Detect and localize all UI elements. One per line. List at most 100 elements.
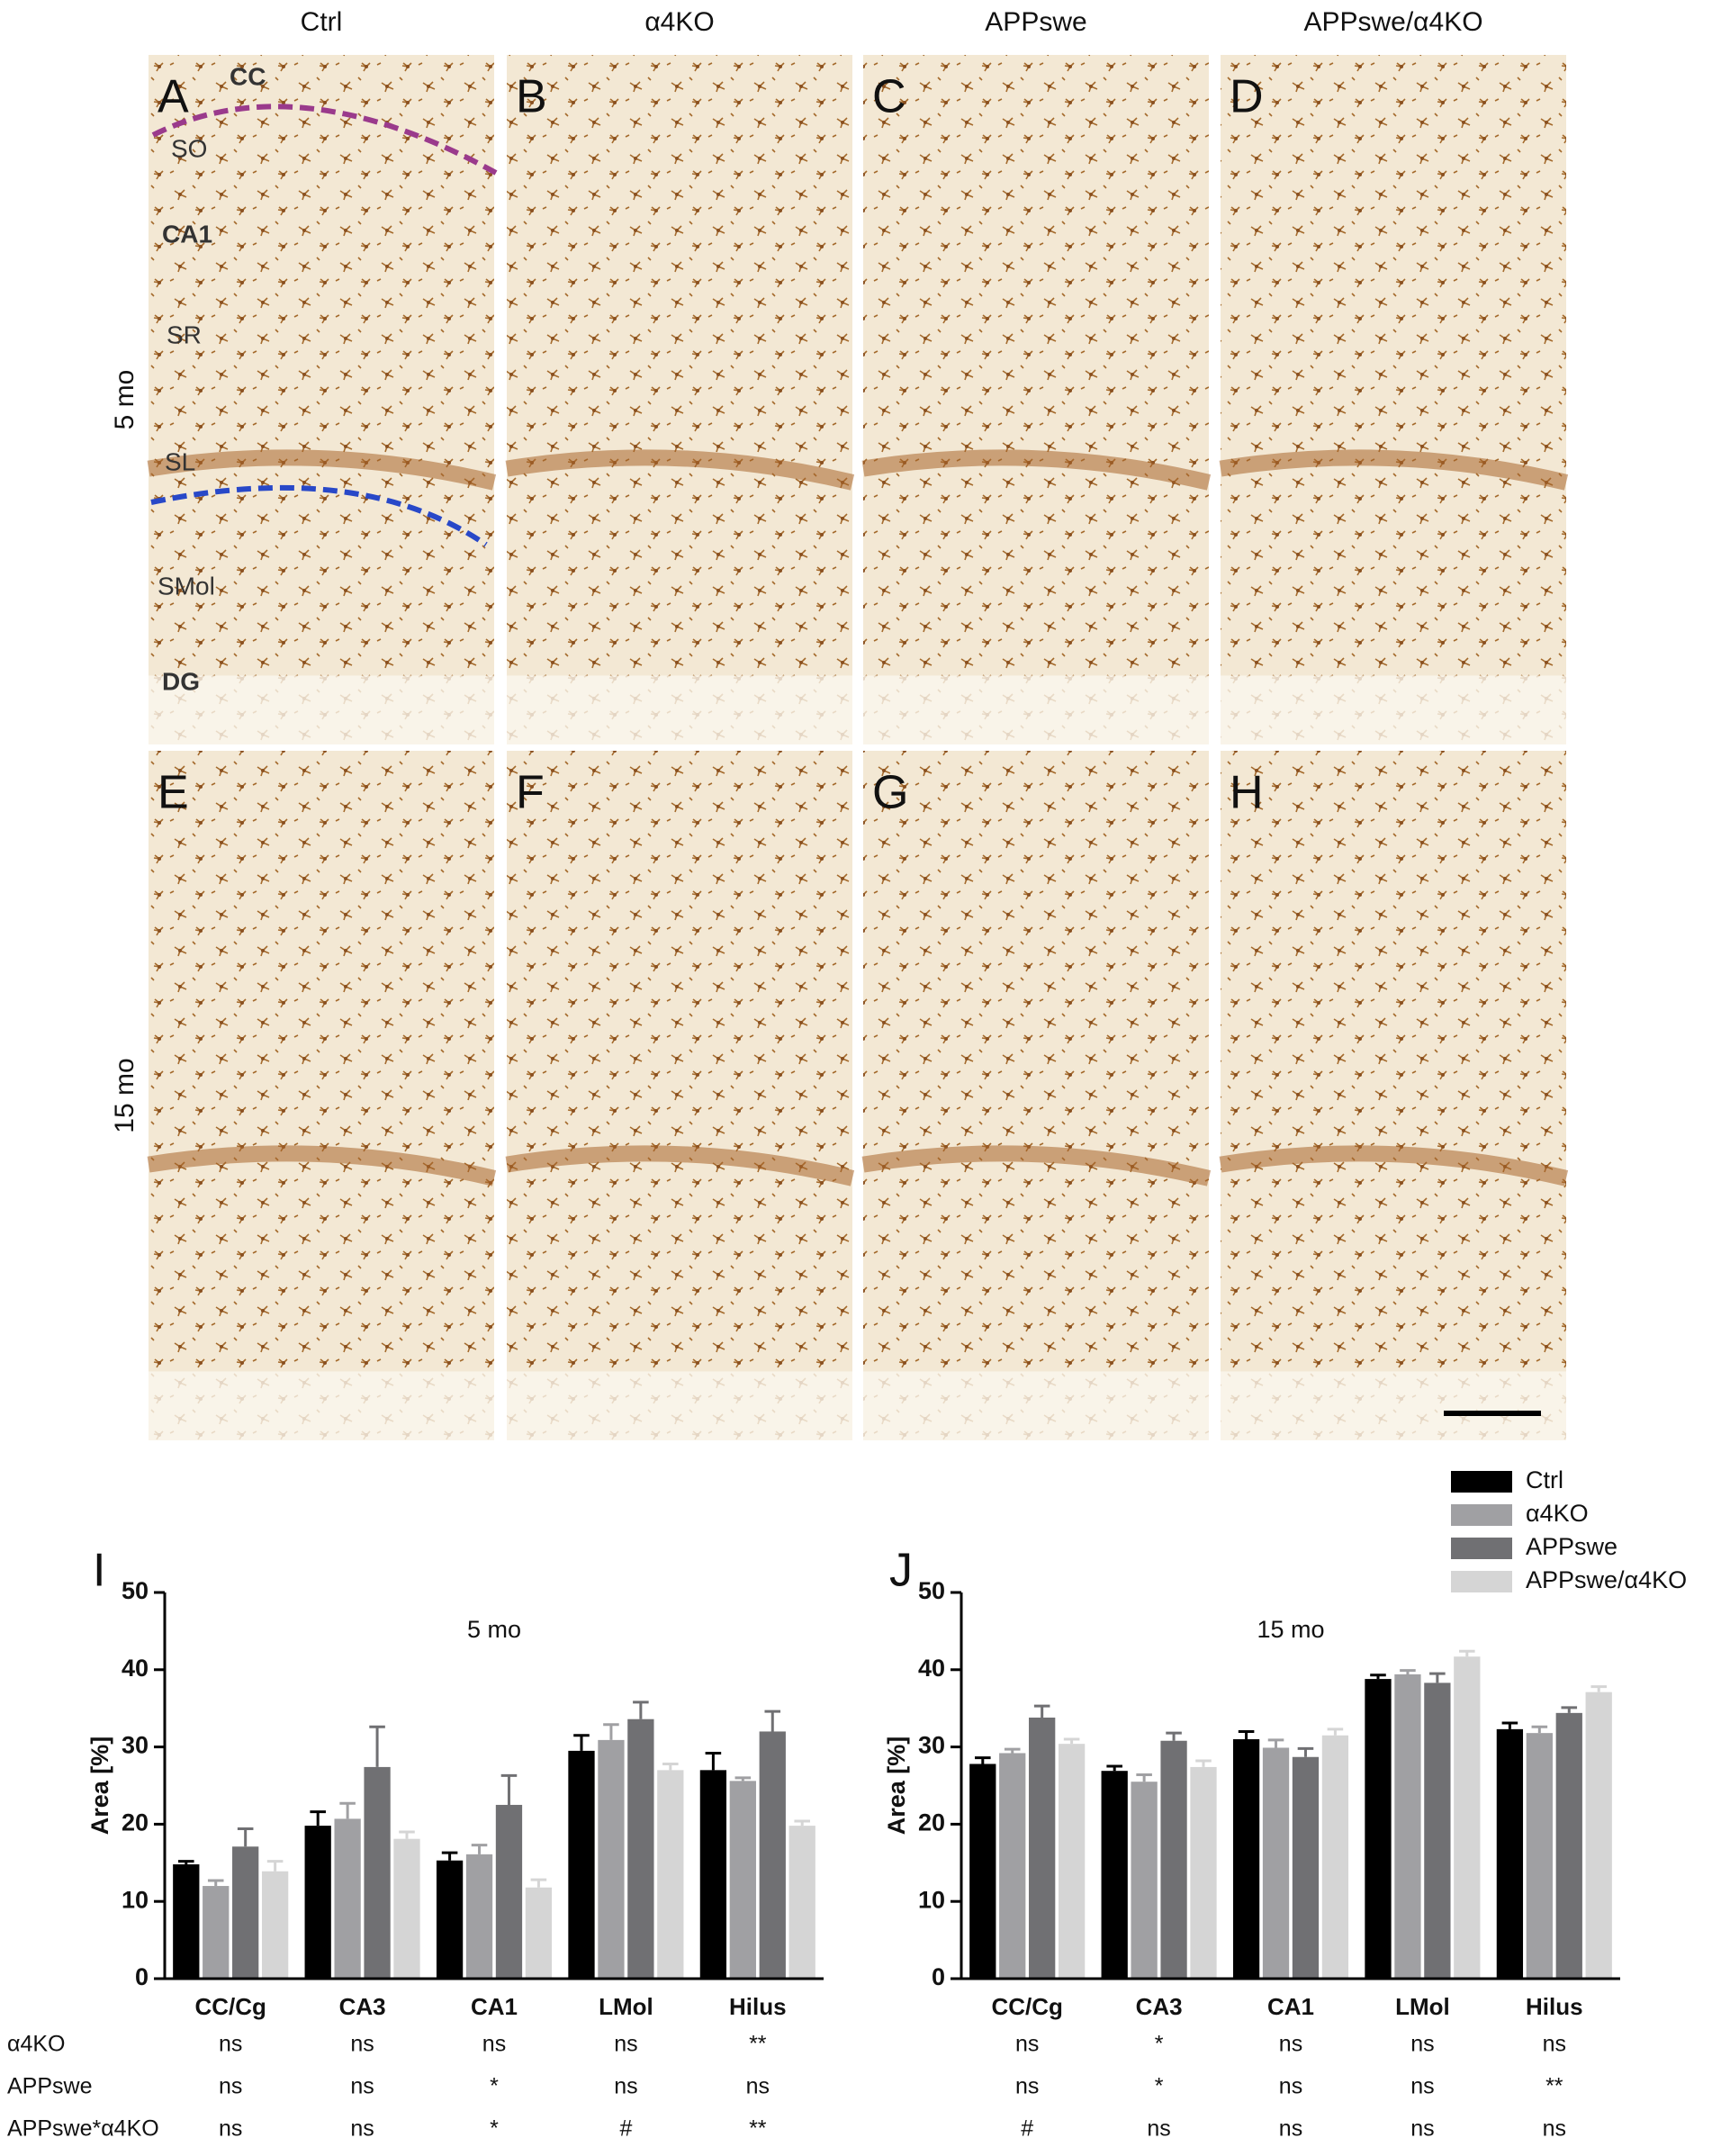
bar <box>261 1871 289 1979</box>
region-label: CA1 <box>162 220 212 248</box>
column-header: Ctrl <box>301 7 343 37</box>
error-bar <box>1501 1721 1518 1729</box>
legend-swatch <box>1451 1571 1512 1592</box>
stratum-band <box>505 1145 855 1186</box>
significance: ns <box>350 2116 374 2142</box>
region-label: CC <box>230 62 266 90</box>
chart-subtitle: 5 mo <box>467 1616 521 1643</box>
error-bar <box>633 1700 649 1719</box>
region-label: DG <box>162 667 200 695</box>
error-bar <box>1327 1728 1344 1736</box>
error-bar <box>734 1776 752 1782</box>
bar <box>1496 1728 1524 1979</box>
error-bar <box>1297 1746 1314 1757</box>
y-tick-label: 20 <box>918 1809 945 1836</box>
micrograph <box>1221 55 1566 744</box>
bar <box>999 1753 1026 1979</box>
micrograph <box>863 751 1209 1440</box>
error-bar <box>662 1762 679 1771</box>
y-tick-label: 40 <box>122 1655 149 1682</box>
legend-label: APPswe <box>1526 1533 1617 1560</box>
significance: ns <box>1543 2032 1566 2057</box>
y-axis-label: Area [%] <box>86 1737 113 1836</box>
micrograph <box>863 55 1209 744</box>
error-bar <box>310 1810 326 1827</box>
error-bar <box>500 1773 518 1805</box>
micrograph <box>1221 751 1566 1440</box>
x-tick-label: CC/Cg <box>194 1993 266 2020</box>
error-bar <box>441 1851 458 1861</box>
stratum-band <box>1219 1145 1569 1186</box>
error-bar <box>794 1819 810 1827</box>
region-label: SMol <box>158 572 215 600</box>
bar <box>436 1860 464 1979</box>
significance: ns <box>614 2074 637 2099</box>
bar <box>1526 1733 1553 1979</box>
bar <box>334 1818 361 1979</box>
bar <box>1029 1717 1056 1979</box>
bar <box>969 1764 996 1979</box>
stratum-band <box>147 1145 497 1186</box>
panel-letter: H <box>1230 767 1264 819</box>
bar <box>1058 1744 1086 1979</box>
boundary-sl <box>150 484 488 547</box>
pale-layer <box>863 1371 1209 1440</box>
pale-layer <box>1221 1371 1566 1440</box>
panel-letter: C <box>872 71 906 123</box>
bar <box>173 1864 200 1979</box>
bar <box>1321 1735 1349 1979</box>
error-bar <box>1531 1725 1548 1734</box>
y-tick-label: 10 <box>122 1886 149 1913</box>
significance: ns <box>614 2032 637 2057</box>
significance: ns <box>350 2032 374 2057</box>
significance: ns <box>1410 2074 1434 2099</box>
bar <box>568 1750 595 1979</box>
x-tick-label: LMol <box>599 1993 653 2020</box>
significance: ns <box>746 2074 770 2099</box>
significance: ns <box>1015 2032 1039 2057</box>
y-tick-label: 30 <box>122 1732 149 1759</box>
bar <box>627 1718 654 1979</box>
legend-label: α4KO <box>1526 1500 1589 1527</box>
significance: ns <box>482 2032 506 2057</box>
significance: ns <box>1410 2116 1434 2142</box>
error-bar <box>1063 1737 1080 1745</box>
bar <box>1555 1712 1582 1979</box>
bar <box>364 1766 391 1979</box>
bar <box>203 1886 230 1979</box>
error-bar <box>178 1860 194 1865</box>
stratum-band <box>147 449 497 491</box>
panel-letter: F <box>516 767 545 819</box>
micrograph <box>149 55 494 744</box>
bar <box>1190 1766 1217 1979</box>
bar <box>657 1770 684 1979</box>
error-bar <box>1136 1773 1152 1782</box>
y-tick-label: 40 <box>918 1655 945 1682</box>
chart-subtitle: 15 mo <box>1257 1616 1324 1643</box>
pale-layer <box>863 675 1209 744</box>
panel-letter: A <box>158 71 189 123</box>
error-bar <box>975 1756 991 1764</box>
bar <box>1585 1691 1612 1979</box>
pale-layer <box>507 675 852 744</box>
pale-layer <box>149 675 494 744</box>
error-bar <box>1370 1673 1386 1680</box>
significance: * <box>1155 2032 1164 2057</box>
stratum-band <box>861 449 1212 491</box>
significance: ** <box>1545 2074 1563 2099</box>
error-bar <box>1004 1747 1021 1754</box>
legend-label: Ctrl <box>1526 1466 1563 1493</box>
stratum-band <box>861 1145 1212 1186</box>
error-bar <box>603 1723 619 1740</box>
bar <box>1232 1739 1260 1979</box>
significance: ns <box>350 2074 374 2099</box>
micrograph-grid: Ctrl α4KO APPswe APPswe/α4KO 5 mo 15 mo A B C D E F… <box>110 7 1569 1440</box>
legend-swatch <box>1451 1504 1512 1526</box>
x-tick-label: CA3 <box>1136 1993 1183 2020</box>
column-header: APPswe/α4KO <box>1303 7 1482 37</box>
significance: ns <box>219 2074 242 2099</box>
significance: ns <box>1279 2074 1302 2099</box>
panel-letter: B <box>516 71 547 123</box>
error-bar <box>399 1830 415 1839</box>
error-bar <box>1033 1704 1050 1718</box>
